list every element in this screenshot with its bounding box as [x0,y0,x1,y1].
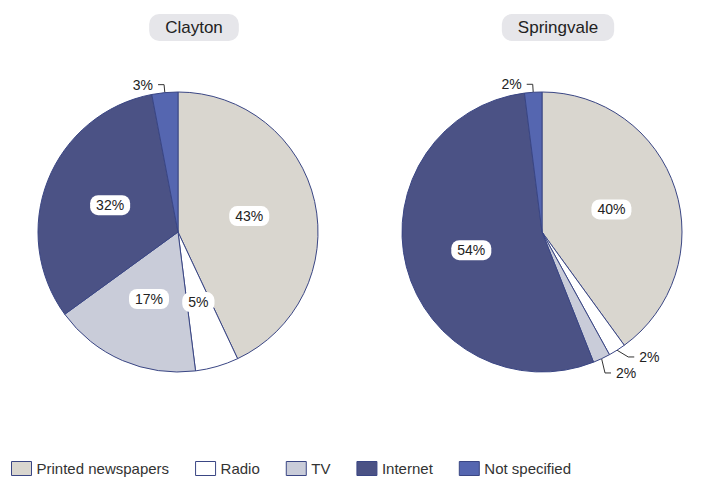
svg-text:32%: 32% [96,197,124,213]
svg-text:40%: 40% [597,201,625,217]
svg-text:Internet: Internet [382,460,434,477]
svg-text:17%: 17% [135,291,163,307]
svg-text:TV: TV [311,460,330,477]
svg-text:Printed newspapers: Printed newspapers [37,460,170,477]
svg-text:Radio: Radio [221,460,260,477]
svg-text:Not specified: Not specified [484,460,571,477]
svg-text:2%: 2% [501,76,521,92]
svg-text:2%: 2% [616,365,636,381]
svg-text:2%: 2% [639,349,659,365]
svg-text:43%: 43% [235,208,263,224]
svg-text:54%: 54% [457,242,485,258]
svg-text:Clayton: Clayton [165,18,223,37]
svg-text:3%: 3% [133,77,153,93]
svg-text:Springvale: Springvale [518,18,598,37]
svg-text:5%: 5% [188,294,208,310]
